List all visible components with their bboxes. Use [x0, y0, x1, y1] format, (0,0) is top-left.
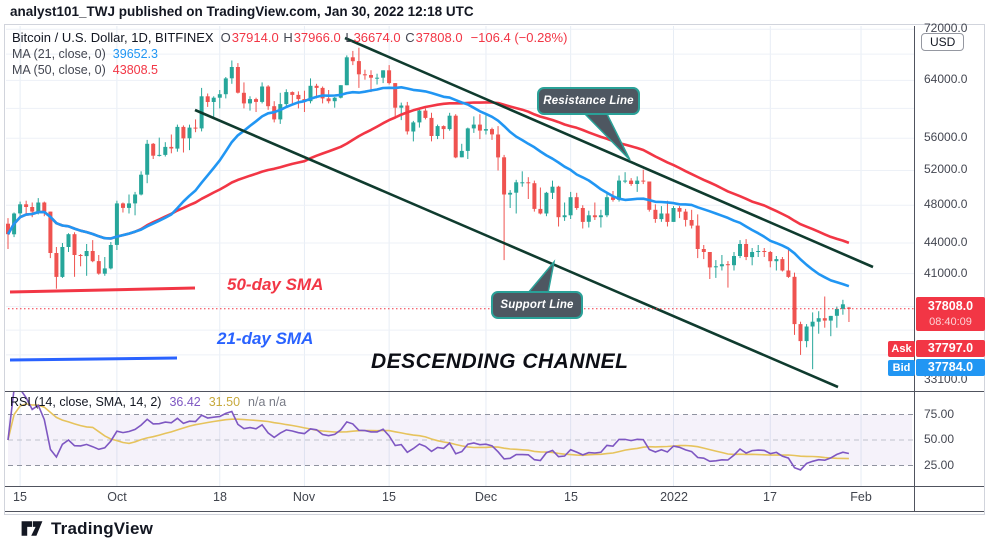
rsi-na-values: n/a n/a — [248, 395, 287, 409]
rsi-legend-row[interactable]: RSI (14, close, SMA, 14, 2) 36.42 31.50 … — [10, 395, 286, 409]
descending-channel-label[interactable]: DESCENDING CHANNEL — [371, 350, 629, 373]
gridlines — [6, 26, 914, 486]
sma21-text-label[interactable]: 21-day SMA — [217, 329, 314, 348]
rsi-tick-25: 25.00 — [924, 458, 955, 472]
rsi-tick-50: 50.00 — [924, 432, 955, 446]
bar-countdown: 08:40:09 — [929, 316, 972, 328]
price-tick-64000: 64000.0 — [924, 72, 968, 86]
ma50-line — [6, 101, 850, 245]
ma50-value: 43808.5 — [112, 63, 158, 77]
rsi-ma-value: 31.50 — [208, 395, 241, 409]
channel-lower-line — [194, 108, 839, 389]
rsi-ma-line — [7, 403, 849, 460]
time-tick-Oct: Oct — [107, 490, 127, 504]
currency-unit-button[interactable]: USD — [921, 33, 965, 51]
tradingview-brand-text: TradingView — [51, 518, 154, 538]
ma50-legend-row[interactable]: MA (50, close, 0) 43808.5 — [12, 63, 567, 77]
support-bubble-pointer — [526, 259, 556, 294]
price-tick-72000: 72000.0 — [924, 21, 968, 35]
price-tick-56000: 56000.0 — [924, 130, 968, 144]
candles-layer — [6, 47, 851, 370]
last-price-badge: 37808.0 08:40:09 — [916, 297, 985, 331]
sma50-marker-line — [9, 286, 196, 294]
change-value: −106.4 (−0.28%) — [470, 30, 568, 45]
last-price-value: 37808.0 — [927, 299, 974, 313]
rsi-value: 36.42 — [169, 395, 201, 409]
time-tick-Dec: Dec — [474, 490, 498, 504]
price-tick-41000: 41000.0 — [924, 266, 968, 280]
sma21-marker-line — [9, 356, 178, 362]
ma-overlays — [6, 86, 850, 288]
rsi-layer — [7, 392, 850, 471]
publish-byline: analyst101_TWJ published on TradingView.… — [10, 4, 474, 19]
tradingview-logo-link[interactable]: TradingView — [20, 518, 153, 539]
bid-chip: Bid — [888, 360, 915, 376]
ma21-label: MA (21, close, 0) — [12, 47, 106, 61]
support-line-label[interactable]: Support Line — [491, 291, 583, 319]
symbol-title: Bitcoin / U.S. Dollar, 1D, BITFINEX — [12, 30, 214, 45]
time-tick-15: 15 — [13, 490, 27, 504]
drawings-layer[interactable] — [9, 36, 874, 389]
tradingview-logo-icon — [21, 521, 43, 536]
ask-chip: Ask — [888, 341, 915, 357]
chart-legend: Bitcoin / U.S. Dollar, 1D, BITFINEX O379… — [12, 30, 567, 79]
time-tick-15: 15 — [564, 490, 578, 504]
rsi-tick-75: 75.00 — [924, 407, 955, 421]
rsi-line — [7, 392, 850, 471]
ma50-label: MA (50, close, 0) — [12, 63, 106, 77]
price-tick-48000: 48000.0 — [924, 197, 968, 211]
bid-value-badge: 37784.0 — [916, 359, 985, 376]
channel-upper-line — [344, 36, 874, 269]
price-axis-panel[interactable]: 72000.0 64000.0 56000.0 52000.0 48000.0 44000… — [915, 0, 987, 548]
resistance-line-label[interactable]: Resistance Line — [537, 87, 640, 115]
ma21-legend-row[interactable]: MA (21, close, 0) 39652.3 — [12, 47, 567, 61]
time-tick-Nov: Nov — [292, 490, 316, 504]
price-tick-44000: 44000.0 — [924, 235, 968, 249]
ma21-value: 39652.3 — [112, 47, 158, 61]
price-tick-52000: 52000.0 — [924, 162, 968, 176]
time-axis-panel[interactable]: 15 Oct 18 Nov 15 Dec 15 2022 17 Feb — [0, 490, 914, 512]
rsi-label: RSI (14, close, SMA, 14, 2) — [10, 395, 162, 409]
time-tick-18: 18 — [213, 490, 227, 504]
ma21-line — [6, 86, 850, 288]
time-tick-Feb: Feb — [850, 490, 872, 504]
time-tick-17: 17 — [763, 490, 777, 504]
time-tick-2022: 2022 — [660, 490, 688, 504]
ohlc-values: O37914.0 H37966.0 L36674.0 C37808.0 — [220, 30, 463, 45]
sma50-text-label[interactable]: 50-day SMA — [227, 275, 324, 294]
symbol-legend-row[interactable]: Bitcoin / U.S. Dollar, 1D, BITFINEX O379… — [12, 30, 567, 45]
pane-separators — [5, 26, 985, 512]
ask-value-badge: 37797.0 — [916, 340, 985, 357]
time-tick-15: 15 — [382, 490, 396, 504]
